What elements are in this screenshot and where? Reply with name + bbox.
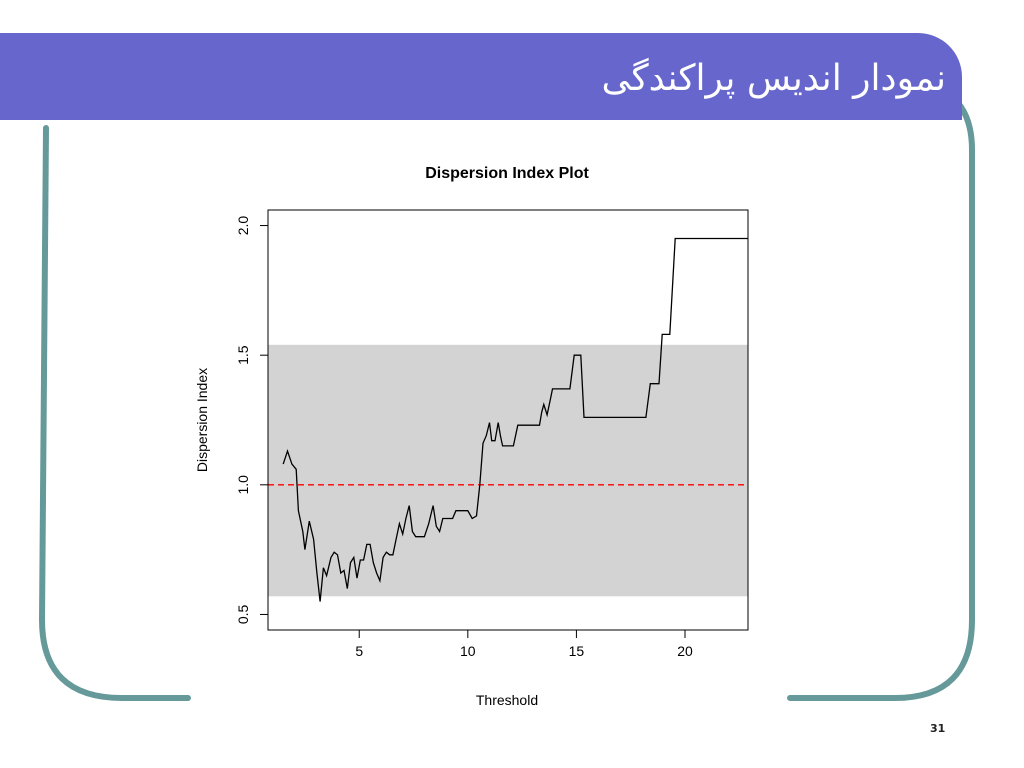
title-bar — [0, 33, 962, 120]
x-axis-label: Threshold — [476, 692, 538, 708]
x-axis: 5 10 15 20 — [355, 629, 693, 659]
chart-title: Dispersion Index Plot — [425, 165, 589, 182]
confidence-band — [268, 344, 748, 597]
y-tick-label: 0.5 — [235, 605, 251, 625]
slide-title: نمودار اندیس پراکندگی — [601, 58, 947, 99]
y-axis: 0.5 1.0 1.5 2.0 — [235, 216, 269, 625]
x-tick-label: 15 — [569, 643, 585, 659]
x-tick-label: 10 — [460, 643, 476, 659]
y-tick-label: 1.0 — [235, 475, 251, 495]
page-number: 31 — [930, 722, 946, 735]
dispersion-index-chart: Dispersion Index Plot 5 10 15 20 0.5 1.0 1.5 2… — [194, 165, 749, 708]
y-tick-label: 1.5 — [235, 345, 251, 365]
y-tick-label: 2.0 — [235, 216, 251, 236]
y-axis-label: Dispersion Index — [194, 368, 210, 472]
x-tick-label: 5 — [355, 643, 363, 659]
dispersion-index-line — [282, 237, 748, 602]
x-tick-label: 20 — [677, 643, 693, 659]
